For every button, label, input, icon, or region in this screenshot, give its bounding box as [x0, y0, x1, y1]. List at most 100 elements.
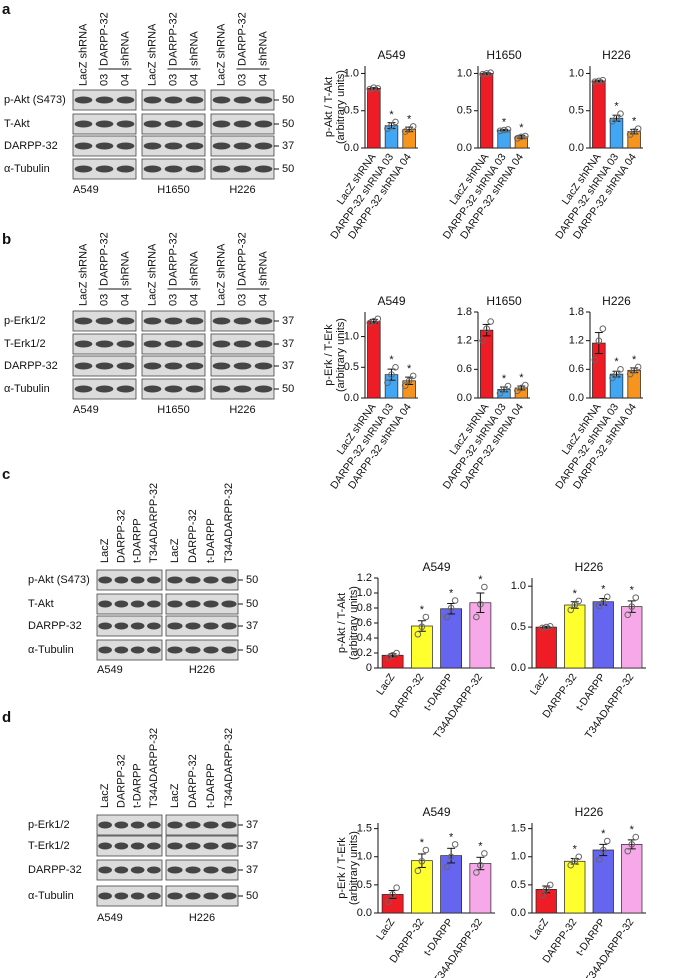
bar [410, 860, 433, 914]
blot-band [164, 120, 183, 128]
lane-label: 04 [257, 294, 269, 306]
y-axis-label-note: (arbitrary units) [335, 318, 347, 392]
blot-band [185, 120, 204, 128]
chart-title: A549 [422, 560, 450, 574]
blot-band [167, 866, 183, 874]
chart-title: H226 [575, 560, 604, 574]
blot-band [95, 165, 114, 173]
row-label: α-Tubulin [28, 890, 74, 902]
data-point [447, 604, 455, 612]
bar [440, 608, 463, 669]
mw-label: 37 [282, 140, 294, 152]
y-tick-label: 0.0 [511, 662, 526, 674]
data-point [522, 132, 529, 140]
bar [592, 601, 614, 669]
data-point [477, 861, 484, 869]
significance-mark: * [449, 587, 454, 599]
blot-strip [96, 569, 163, 591]
data-point [628, 841, 636, 848]
data-point [393, 884, 400, 891]
group-label: DARPP-32 [98, 12, 110, 66]
blot-band [254, 142, 273, 150]
data-point [599, 846, 607, 854]
y-tick-label: 1.2 [457, 335, 472, 347]
blot-band [233, 96, 252, 104]
blot-band [114, 842, 129, 850]
blot-band [143, 120, 162, 128]
blot-band [95, 317, 114, 325]
bar [627, 369, 641, 399]
data-point [418, 623, 426, 631]
blot-band [233, 385, 252, 393]
blot-band [95, 120, 114, 128]
bar [535, 626, 557, 669]
cell-line-label: H226 [189, 664, 215, 676]
data-point [385, 898, 392, 906]
group-label: shRNA [119, 250, 131, 286]
y-tick-label: 1.0 [569, 67, 584, 79]
bar [609, 373, 624, 399]
data-point [617, 366, 624, 373]
blot-band [95, 385, 114, 393]
data-point [609, 374, 616, 382]
data-point [422, 613, 430, 621]
blot-band [233, 120, 252, 128]
lane-label: 03 [236, 294, 248, 306]
data-point [366, 85, 374, 93]
data-point [603, 593, 611, 601]
blot-band [164, 142, 183, 150]
lane-label: 03 [167, 74, 179, 86]
y-tick-label: 0.0 [511, 907, 526, 919]
data-point [401, 382, 409, 390]
data-point [518, 133, 525, 141]
bar [480, 329, 494, 399]
data-point [595, 337, 603, 344]
y-tick-label: 0.0 [457, 392, 472, 404]
data-point [479, 337, 486, 344]
data-point [630, 366, 638, 374]
blot-strip [96, 885, 163, 907]
mw-label: 37 [246, 864, 258, 876]
blot-band [221, 600, 237, 608]
blot-band [114, 600, 129, 608]
y-tick-label: 0.5 [344, 361, 359, 373]
blot-strip [96, 814, 163, 836]
blot-band [167, 892, 183, 900]
blot-band [233, 165, 252, 173]
blot-band [130, 821, 145, 829]
data-point [628, 603, 636, 610]
lane-label: 03 [236, 74, 248, 86]
blot-band [254, 340, 273, 348]
bar [564, 860, 586, 914]
lane-label: LacZ [169, 538, 181, 563]
blot-band [167, 842, 183, 850]
y-tick-label: 0.2 [357, 647, 372, 659]
significance-mark: * [407, 363, 412, 375]
y-tick-label: 1.2 [357, 572, 372, 584]
blot-band [98, 600, 112, 608]
blot-band [143, 340, 162, 348]
bar [609, 117, 624, 149]
blot-band [143, 317, 162, 325]
data-point [500, 126, 508, 134]
blot-band [233, 362, 252, 370]
lane-label: DARPP-32 [115, 509, 127, 563]
significance-mark: * [601, 584, 606, 596]
lane-label: LacZ shRNA [146, 23, 158, 86]
blot-band [164, 340, 183, 348]
row-label: DARPP-32 [28, 620, 82, 632]
data-point [595, 856, 603, 863]
group-label: shRNA [188, 30, 200, 66]
data-point [473, 869, 480, 876]
blot-band [143, 142, 162, 150]
chart-title: H226 [575, 805, 604, 819]
data-point [487, 318, 494, 325]
data-point [414, 630, 422, 638]
data-point [575, 597, 583, 605]
blot-strip [96, 615, 163, 637]
row-label: T-Akt [4, 118, 30, 130]
row-label: DARPP-32 [4, 360, 58, 372]
blot-band [254, 96, 273, 104]
mw-label: 50 [282, 118, 294, 130]
chart-title: A549 [377, 48, 405, 62]
